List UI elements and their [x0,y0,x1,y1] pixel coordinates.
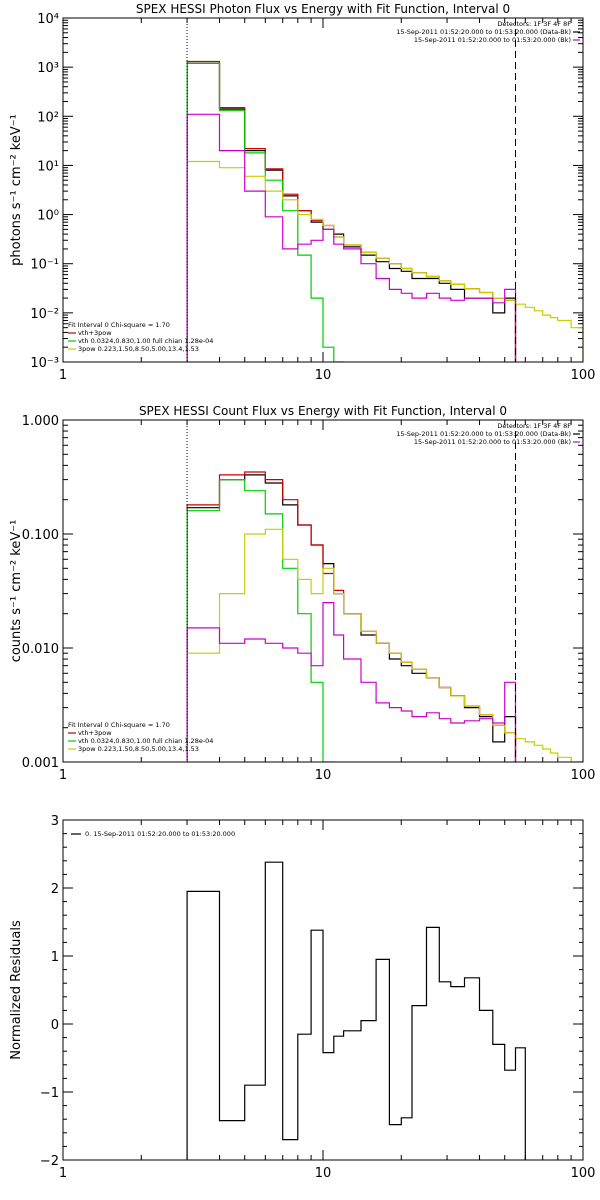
legend-entry: vth+3pow [78,729,112,737]
y-tick-label: 10² [37,110,59,125]
plot-frame [62,819,584,1161]
plot-frame [62,419,584,763]
chart-panel-1: SPEX HESSI Photon Flux vs Energy with Fi… [9,2,595,383]
legend-entry: Detectors: 1F 3F 4F 8F [497,20,571,28]
data-series-line [186,160,583,362]
y-axis-label: Normalized Residuals [9,920,24,1060]
legend-entry: 15-Sep-2011 01:52:20.000 to 01:53:20.000… [414,36,571,44]
legend-entry: vth+3pow [78,329,112,337]
legend-entry: Fit Interval 0 Chi-square = 1.70 [68,721,170,729]
y-axis-label: photons s⁻¹ cm⁻² keV⁻¹ [9,114,24,266]
data-series-line [186,474,517,762]
legend-entry: Fit Interval 0 Chi-square = 1.70 [68,321,170,329]
legend-entry: 15-Sep-2011 01:52:20.000 to 01:53:20.000… [414,438,571,446]
y-tick-label: 10⁻³ [30,356,59,371]
x-tick-label: 100 [571,1166,596,1181]
series-group [186,60,583,362]
x-minor-ticks [140,820,572,1160]
y-axis-label: counts s⁻¹ cm⁻² keV⁻¹ [9,520,24,663]
data-series-line [186,113,517,362]
x-tick-label: 100 [571,368,596,383]
y-tick-label: 1.000 [22,414,59,429]
x-tick-label: 1 [59,768,67,783]
y-tick-label: 10⁻¹ [30,258,59,273]
legend-top-left: 0. 15-Sep-2011 01:52:20.000 to 01:53:20.… [71,830,235,838]
chart-panel-3: Normalized Residuals 1 10 100 −2 −1 0 1 2 3 0. 15-… [9,814,595,1181]
legend-entry: vth 0.0324,0.830,1.00 full chian 1.28e-0… [78,337,213,345]
y-tick-label: 0.100 [22,528,59,543]
x-tick-label: 10 [315,1166,332,1181]
series-group [186,471,583,762]
legend-entry: Detectors: 1F 3F 4F 8F [497,422,571,430]
chart-title: SPEX HESSI Photon Flux vs Energy with Fi… [136,2,510,16]
y-tick-label: 10⁰ [37,209,59,224]
x-tick-label: 100 [571,768,596,783]
x-tick-label: 10 [315,768,332,783]
legend-entry: 15-Sep-2011 01:52:20.000 to 01:53:20.000… [396,430,571,438]
y-tick-label: 0.001 [22,756,59,771]
y-tick-label: 0 [51,1018,59,1033]
legend-entry: 15-Sep-2011 01:52:20.000 to 01:53:20.000… [396,28,571,36]
x-minor-ticks [140,18,572,362]
legend-entry: vth 0.0324,0.830,1.00 full chian 1.28e-0… [78,737,213,745]
y-tick-label: 1 [51,950,59,965]
legend-entry: 3pow 0.223,1.50,8.50,5.00,13.4,1.53 [78,745,199,753]
x-tick-label: 1 [59,368,67,383]
y-tick-label: 10¹ [37,159,59,174]
data-series-line [186,528,583,762]
legend-entry: 0. 15-Sep-2011 01:52:20.000 to 01:53:20.… [85,830,235,838]
data-series-line [186,861,526,1160]
data-series-line [186,471,517,762]
data-series-line [186,62,345,362]
data-series-line [186,62,517,362]
y-minor-ticks [63,19,583,348]
y-tick-label: 10³ [37,61,59,76]
plot-frame [62,17,584,363]
legend-bottom-left: Fit Interval 0 Chi-square = 1.70vth+3pow… [68,321,213,353]
x-minor-ticks [140,420,572,762]
y-tick-label: −1 [40,1086,59,1101]
y-tick-label: 10⁻² [30,307,59,322]
data-series-line [186,602,517,762]
chart-panel-2: SPEX HESSI Count Flux vs Energy with Fit… [9,404,595,783]
x-tick-label: 1 [59,1166,67,1181]
y-tick-label: 0.010 [22,642,59,657]
legend-bottom-left: Fit Interval 0 Chi-square = 1.70vth+3pow… [68,721,213,753]
legend-entry: 3pow 0.223,1.50,8.50,5.00,13.4,1.53 [78,345,199,353]
y-tick-label: 3 [51,814,59,829]
y-minor-ticks [63,424,583,729]
y-tick-label: 2 [51,882,59,897]
series-group [186,861,526,1160]
x-tick-label: 10 [315,368,332,383]
y-tick-label: 10⁴ [37,12,59,27]
y-tick-label: −2 [40,1154,59,1169]
chart-title: SPEX HESSI Count Flux vs Energy with Fit… [139,404,507,418]
